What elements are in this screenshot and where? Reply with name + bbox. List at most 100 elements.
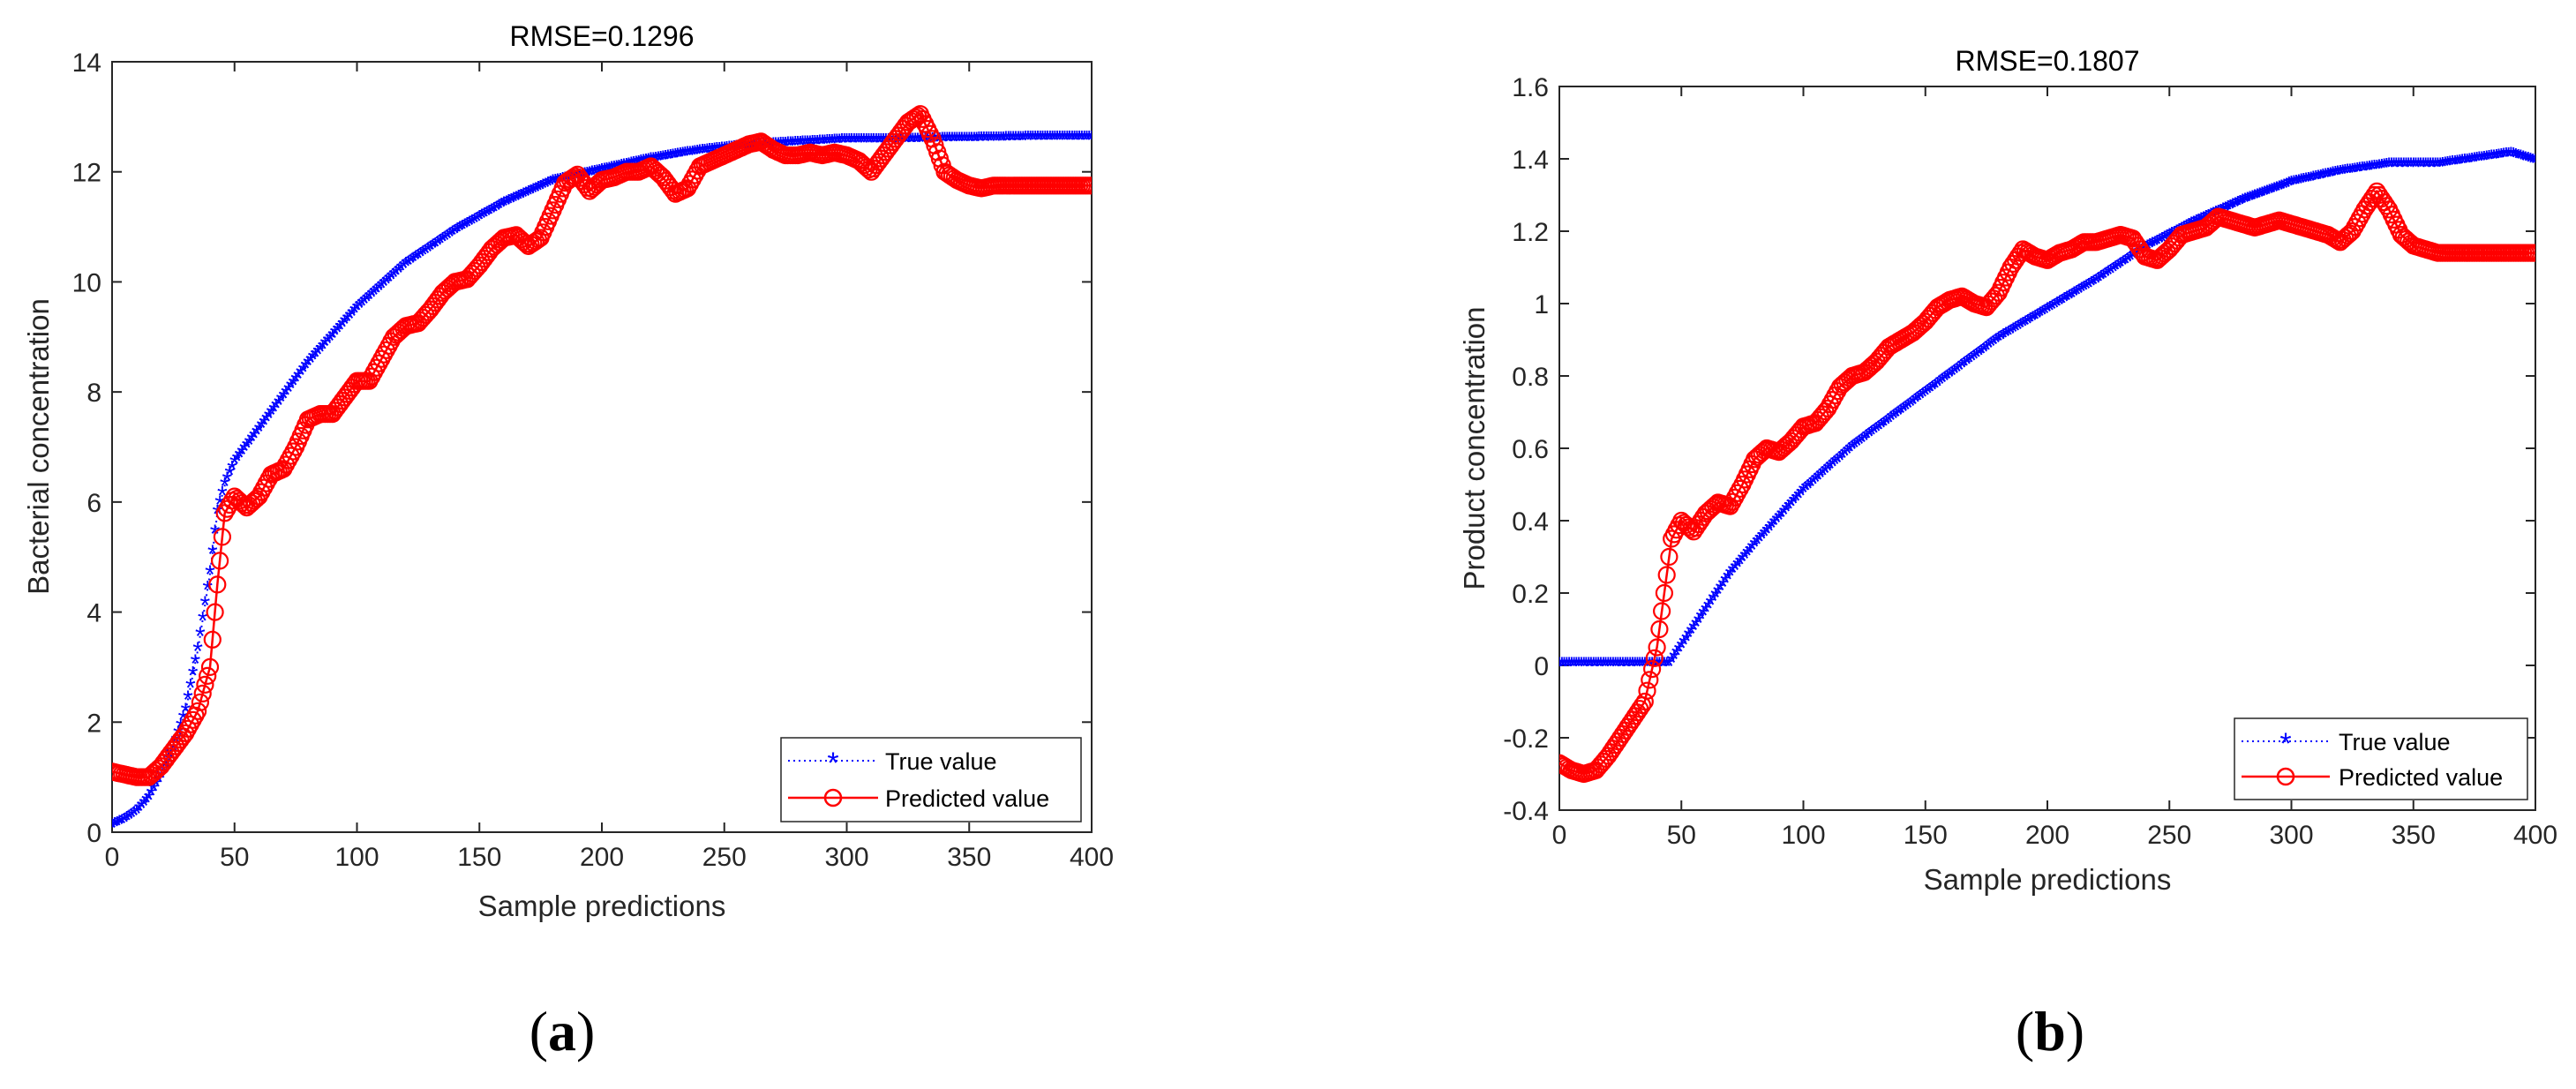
chart-a-true-point: *: [131, 800, 142, 829]
chart-b-x-ticks: 0 50 100 150 200 250 300 350 400: [1552, 86, 2557, 850]
chart-b-true-point: *: [2462, 148, 2473, 177]
chart-a-true-point: *: [511, 186, 522, 215]
chart-b-y-tick-label: 0.4: [1512, 507, 1549, 537]
chart-a-true-point: *: [457, 215, 468, 244]
chart-b-true-point: *: [1708, 587, 1718, 616]
chart-b-true-point: *: [1598, 652, 1609, 681]
chart-b-true-point: *: [1945, 363, 1956, 392]
chart-a-true-point: *: [349, 299, 360, 328]
chart-b-true-point: *: [2371, 154, 2382, 184]
chart-a-true-point: *: [1050, 125, 1061, 154]
chart-b-true-point: *: [1757, 525, 1768, 554]
chart-b-true-point: *: [2086, 272, 2097, 301]
chart-b-true-point: *: [1759, 522, 1769, 551]
chart-b-x-tick-label: 350: [2392, 821, 2436, 850]
chart-b-true-point: *: [2247, 185, 2257, 214]
chart-b-true-point: *: [1850, 433, 1860, 462]
chart-b-true-point: *: [2010, 317, 2021, 346]
chart-a-x-axis-label: Sample predictions: [478, 890, 726, 922]
chart-b-true-point: *: [1898, 397, 1909, 426]
chart-b-true-point: *: [2516, 145, 2527, 174]
chart-a-true-point: *: [543, 172, 553, 201]
chart-b-true-point: *: [1930, 373, 1941, 402]
chart-a-true-point: *: [188, 662, 199, 691]
chart-a-true-point: *: [440, 226, 451, 255]
chart-b-true-point: *: [1789, 490, 1799, 519]
chart-a-true-point: *: [234, 444, 244, 473]
chart-b-true-point: *: [2325, 162, 2336, 192]
chart-b-true-point: *: [1735, 550, 1746, 579]
chart-b-y-tick-label: 0.2: [1512, 580, 1549, 609]
panel-b: RMSE=0.1807 0 50 100 150 200 250 300 350 400 -0.…: [1458, 45, 2557, 896]
chart-a-true-point: *: [947, 127, 958, 156]
chart-b-true-point: *: [2003, 320, 2014, 349]
chart-a-true-point: *: [388, 263, 399, 292]
chart-b-true-point: *: [1813, 465, 1823, 494]
chart-b-true-point: *: [2433, 153, 2444, 182]
chart-b-true-point: *: [1633, 652, 1643, 681]
chart-a-true-point: *: [376, 274, 387, 304]
chart-a-true-point: *: [416, 243, 426, 272]
chart-b-true-point: *: [1771, 508, 1782, 537]
chart-b-true-point: *: [2357, 157, 2368, 186]
chart-b-x-tick-label: 300: [2269, 821, 2313, 850]
chart-b-true-point: *: [1603, 652, 1613, 681]
chart-b-true-point: *: [2523, 147, 2534, 176]
chart-a-true-point: *: [1052, 125, 1063, 154]
chart-b-true-point: *: [2279, 174, 2289, 203]
chart-a-true-point: *: [859, 128, 869, 157]
chart-b-predicted-point: [1645, 649, 1664, 667]
chart-b-true-point: *: [2338, 160, 2348, 189]
chart-a-predicted-point: [193, 684, 212, 703]
chart-a-true-point: *: [1016, 126, 1026, 155]
chart-a-true-point: *: [452, 218, 462, 247]
chart-b-true-point: *: [2077, 277, 2087, 306]
chart-a-true-point: *: [207, 540, 218, 569]
chart-a-y-ticks: 0 2 4 6 8 10 12 14: [72, 49, 1092, 848]
chart-a-y-tick-label: 2: [86, 709, 101, 738]
chart-b-true-point: *: [1593, 652, 1603, 681]
chart-a-true-point: *: [126, 803, 137, 832]
chart-a-true-point: *: [976, 127, 987, 156]
chart-b-true-point: *: [2345, 159, 2355, 188]
chart-a-true-point: *: [296, 361, 306, 390]
chart-b-true-point: *: [1901, 395, 1911, 424]
chart-b-true-point: *: [1662, 652, 1672, 681]
chart-b-true-point: *: [2316, 164, 2326, 193]
chart-a-true-point: *: [129, 801, 139, 830]
chart-b-true-point: *: [1749, 533, 1760, 562]
chart-b-true-point: *: [1588, 652, 1599, 681]
chart-b-true-point: *: [2526, 148, 2536, 177]
chart-b-legend: * True value Predicted value: [2234, 717, 2528, 800]
chart-a-true-point: *: [320, 332, 331, 361]
chart-b-predicted-point: [1731, 479, 1749, 499]
chart-b-true-point: *: [2520, 146, 2531, 176]
chart-b-true-point: *: [2081, 274, 2092, 304]
chart-b-true-point: *: [1732, 553, 1743, 582]
chart-b-true-point: *: [2277, 175, 2287, 204]
chart-a-true-point: *: [406, 249, 417, 278]
chart-b-x-tick-label: 400: [2513, 821, 2557, 850]
chart-a-true-point: *: [665, 145, 676, 174]
chart-a-true-point: *: [988, 127, 999, 156]
chart-a-true-point: *: [396, 257, 407, 286]
chart-b-true-point: *: [1730, 556, 1740, 585]
chart-a-true-point: *: [232, 447, 243, 477]
chart-b-true-point: *: [1671, 642, 1682, 671]
chart-a-true-point: *: [1013, 126, 1024, 155]
chart-b-true-point: *: [2475, 146, 2485, 176]
chart-a-true-point: *: [991, 127, 1002, 156]
chart-a-true-point: *: [680, 142, 690, 171]
chart-a-true-point: *: [460, 214, 470, 243]
chart-b-y-tick-label: -0.4: [1503, 797, 1549, 826]
chart-a-true-point: *: [252, 421, 262, 450]
chart-a-true-point: *: [1001, 126, 1011, 155]
chart-b-true-point: *: [1800, 477, 1811, 506]
chart-b-x-tick-label: 100: [1781, 821, 1825, 850]
chart-b-true-point: *: [2099, 264, 2109, 293]
chart-b-true-point: *: [2415, 153, 2426, 182]
chart-a-true-point: *: [1038, 125, 1048, 154]
chart-b-true-point: *: [2318, 164, 2329, 193]
chart-b-true-point: *: [2399, 153, 2409, 182]
